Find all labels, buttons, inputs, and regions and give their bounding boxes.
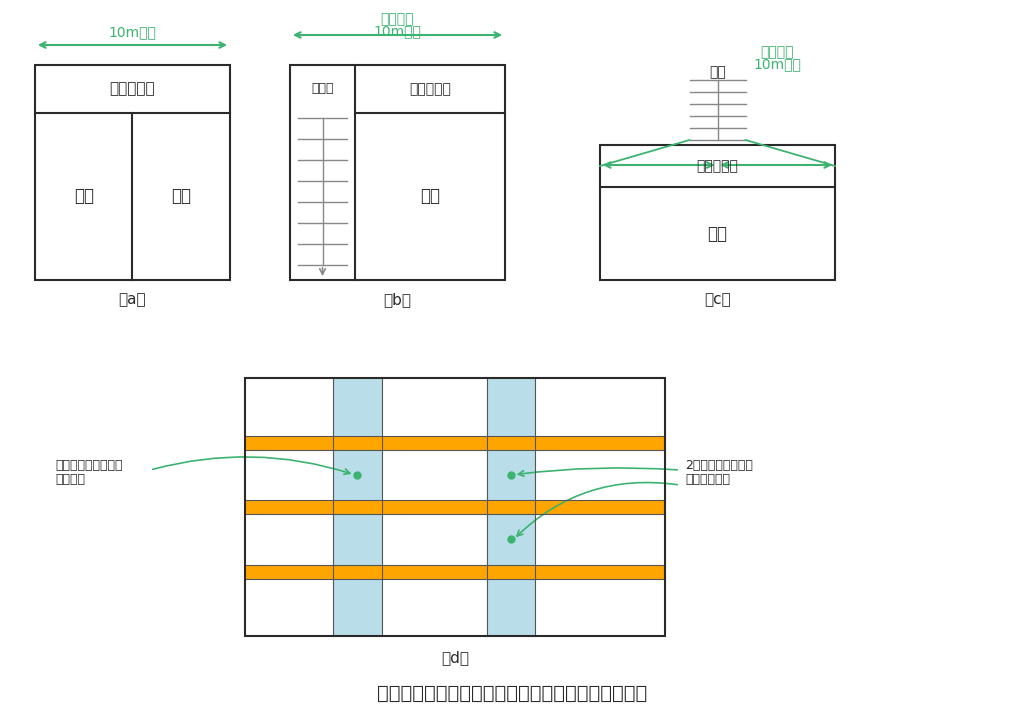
Text: 階段室: 階段室 xyxy=(311,83,334,95)
Text: 居室: 居室 xyxy=(708,225,727,243)
Bar xyxy=(245,500,665,514)
Text: 階段: 階段 xyxy=(710,65,726,79)
Bar xyxy=(245,436,665,449)
Text: 居室: 居室 xyxy=(74,187,94,205)
Text: （a）: （a） xyxy=(119,292,146,307)
Text: （d）: （d） xyxy=(441,651,469,666)
Text: 階ごとに区画されて: 階ごとに区画されて xyxy=(55,459,123,472)
Text: 10m以下: 10m以下 xyxy=(374,24,422,38)
Text: 2の階ごとに区画さ: 2の階ごとに区画さ xyxy=(685,459,753,472)
Text: れている場合: れている場合 xyxy=(685,472,730,485)
Text: 10m以下: 10m以下 xyxy=(754,57,802,71)
Text: （b）: （b） xyxy=(384,292,412,307)
Bar xyxy=(486,378,535,636)
Text: 歩行距離: 歩行距離 xyxy=(761,45,795,59)
Text: 居室: 居室 xyxy=(420,187,440,205)
Text: （c）: （c） xyxy=(705,292,731,307)
Text: 廊下・通路: 廊下・通路 xyxy=(409,82,451,96)
Bar xyxy=(290,65,505,280)
Bar xyxy=(600,145,835,280)
Bar xyxy=(245,378,665,636)
Bar xyxy=(245,564,665,579)
Bar xyxy=(245,378,665,636)
Text: 居室: 居室 xyxy=(171,187,191,205)
Text: 廊下・通路: 廊下・通路 xyxy=(696,159,738,173)
Text: いる場合: いる場合 xyxy=(55,472,85,485)
Text: 廊下・通路: 廊下・通路 xyxy=(110,82,156,96)
Text: 歩行距離: 歩行距離 xyxy=(381,12,415,26)
Text: 10m以下: 10m以下 xyxy=(109,25,157,39)
Bar xyxy=(35,65,230,280)
Bar xyxy=(333,378,382,636)
Text: 図１０　煙感知器を設けないことができる部分の例: 図１０ 煙感知器を設けないことができる部分の例 xyxy=(377,684,647,702)
